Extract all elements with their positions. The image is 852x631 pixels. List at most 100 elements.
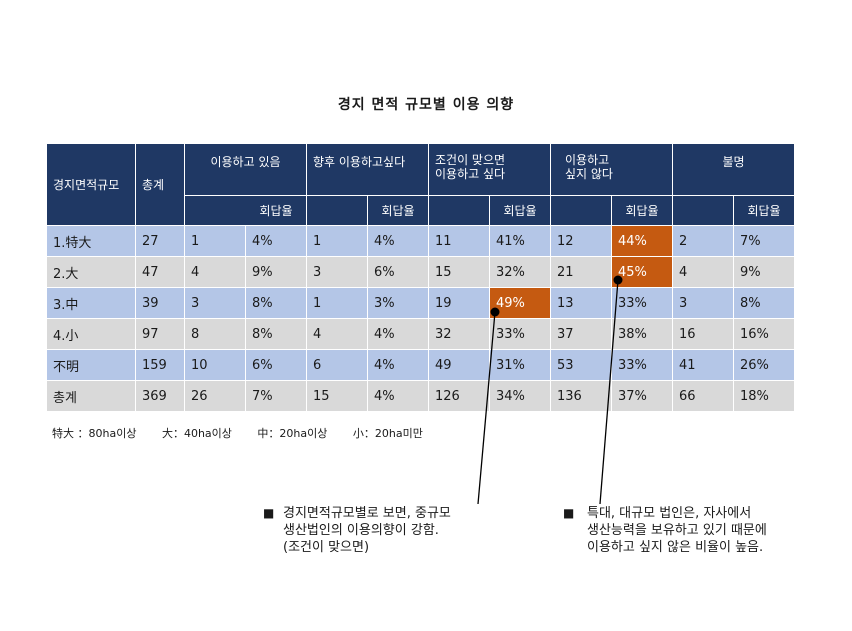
table-cell: 33% (611, 287, 673, 319)
legend-item: 小：20ha미만 (352, 427, 423, 440)
size-legend: 特大 ：80ha이상 大：40ha이상 中：20ha이상 小：20ha미만 (52, 425, 445, 441)
header-group-using: 이용하고 있음 (184, 143, 307, 196)
note-right-line: 이용하고 싶지 않은 비율이 높음. (587, 540, 764, 555)
header-group-unknown: 불명 (672, 143, 795, 196)
table-cell: 37% (611, 380, 673, 412)
table-cell: 8% (733, 287, 795, 319)
table-cell: 159 (135, 349, 185, 381)
table-cell: 7% (245, 380, 307, 412)
table-row: 3.中 39 3 8% 1 3% 19 49% 13 33% 3 8% (46, 287, 795, 319)
table-cell: 53 (550, 349, 612, 381)
row-label-cell: 2.大 (46, 256, 136, 288)
table-cell: 41% (489, 225, 551, 257)
table-cell: 16 (672, 318, 734, 350)
note-right-line: 생산능력을 보유하고 있기 때문에 (587, 523, 767, 538)
table-cell: 6% (245, 349, 307, 381)
table-cell: 21 (550, 256, 612, 288)
note-left-bullet: ■ (263, 506, 275, 520)
table-cell: 369 (135, 380, 185, 412)
table-cell: 32% (489, 256, 551, 288)
header-group-conditional-line2: 이용하고 싶다 (435, 167, 506, 181)
table-cell: 6% (367, 256, 429, 288)
table-cell: 4% (367, 349, 429, 381)
table-cell: 15 (428, 256, 490, 288)
row-label-cell: 1.特大 (46, 225, 136, 257)
table-cell: 49% (489, 287, 551, 319)
header-rate: 회답율 (611, 195, 673, 226)
header-group-conditional: 조건이 맞으면 이용하고 싶다 (428, 143, 551, 196)
table-cell: 6 (306, 349, 368, 381)
table-cell: 47 (135, 256, 185, 288)
usage-table: 경지면적규모 총계 이용하고 있음 향후 이용하고싶다 조건이 맞으면 이용하고… (46, 143, 795, 412)
table-cell: 49 (428, 349, 490, 381)
header-group-not-wanted-line1: 이용하고 (565, 153, 610, 167)
table-cell: 8 (184, 318, 246, 350)
table-row: 총계 369 26 7% 15 4% 126 34% 136 37% 66 18% (46, 380, 795, 412)
header-total: 총계 (135, 143, 185, 226)
table-row: 4.小 97 8 8% 4 4% 32 33% 37 38% 16 16% (46, 318, 795, 350)
table-cell: 9% (245, 256, 307, 288)
table-cell: 3% (367, 287, 429, 319)
table-cell: 4 (184, 256, 246, 288)
table-cell: 39 (135, 287, 185, 319)
table-cell: 31% (489, 349, 551, 381)
note-left-line: (조건이 맞으면) (283, 540, 370, 555)
header-rate: 회답율 (733, 195, 795, 226)
table-row: 2.大 47 4 9% 3 6% 15 32% 21 45% 4 9% (46, 256, 795, 288)
table-cell: 45% (611, 256, 673, 288)
row-label-cell: 不明 (46, 349, 136, 381)
note-left-line: 생산법인의 이용의향이 강함. (283, 523, 439, 538)
header-rate: 회답율 (245, 195, 307, 226)
table-row: 1.特大 27 1 4% 1 4% 11 41% 12 44% 2 7% (46, 225, 795, 257)
table-cell: 4% (367, 318, 429, 350)
table-cell: 126 (428, 380, 490, 412)
note-right-line: 특대, 대규모 법인은, 자사에서 (587, 506, 752, 521)
row-label-cell: 3.中 (46, 287, 136, 319)
table-cell: 66 (672, 380, 734, 412)
table-cell: 15 (306, 380, 368, 412)
table-cell: 34% (489, 380, 551, 412)
table-cell: 4% (367, 225, 429, 257)
page-title: 경지 면적 규모별 이용 의향 (337, 97, 515, 113)
table-cell: 3 (306, 256, 368, 288)
note-left-line: 경지면적규모별로 보면, 중규모 (283, 506, 451, 521)
table-cell: 9% (733, 256, 795, 288)
table-cell: 37 (550, 318, 612, 350)
table-cell: 3 (184, 287, 246, 319)
table-cell: 13 (550, 287, 612, 319)
table-cell: 3 (672, 287, 734, 319)
table-cell: 4% (367, 380, 429, 412)
table-cell: 7% (733, 225, 795, 257)
table-cell: 11 (428, 225, 490, 257)
table-cell: 44% (611, 225, 673, 257)
table-cell: 2 (672, 225, 734, 257)
table-cell: 136 (550, 380, 612, 412)
table-cell: 1 (306, 287, 368, 319)
table-cell: 1 (306, 225, 368, 257)
note-left: ■ 경지면적규모별로 보면, 중규모 생산법인의 이용의향이 강함. (조건이 … (263, 505, 451, 556)
note-right-bullet: ■ (563, 506, 575, 520)
legend-item: 中：20ha이상 (257, 427, 328, 440)
row-label-cell: 총계 (46, 380, 136, 412)
legend-item: 特大 ：80ha이상 (52, 427, 137, 440)
table-row: 不明 159 10 6% 6 4% 49 31% 53 33% 41 26% (46, 349, 795, 381)
table-cell: 4 (306, 318, 368, 350)
table-cell: 26 (184, 380, 246, 412)
table-cell: 4% (245, 225, 307, 257)
header-area: 경지면적규모 (46, 143, 136, 226)
note-right: ■ 특대, 대규모 법인은, 자사에서 생산능력을 보유하고 있기 때문에 이용… (563, 505, 767, 556)
header-group-not-wanted-line2: 싶지 않다 (565, 167, 613, 181)
table-cell: 16% (733, 318, 795, 350)
table-cell: 33% (611, 349, 673, 381)
row-label-cell: 4.小 (46, 318, 136, 350)
table-cell: 26% (733, 349, 795, 381)
table-cell: 10 (184, 349, 246, 381)
table-cell: 8% (245, 287, 307, 319)
table-cell: 97 (135, 318, 185, 350)
header-rate: 회답율 (489, 195, 551, 226)
header-group-future: 향후 이용하고싶다 (306, 143, 429, 196)
table-cell: 41 (672, 349, 734, 381)
table-cell: 27 (135, 225, 185, 257)
table-cell: 38% (611, 318, 673, 350)
table-cell: 8% (245, 318, 307, 350)
